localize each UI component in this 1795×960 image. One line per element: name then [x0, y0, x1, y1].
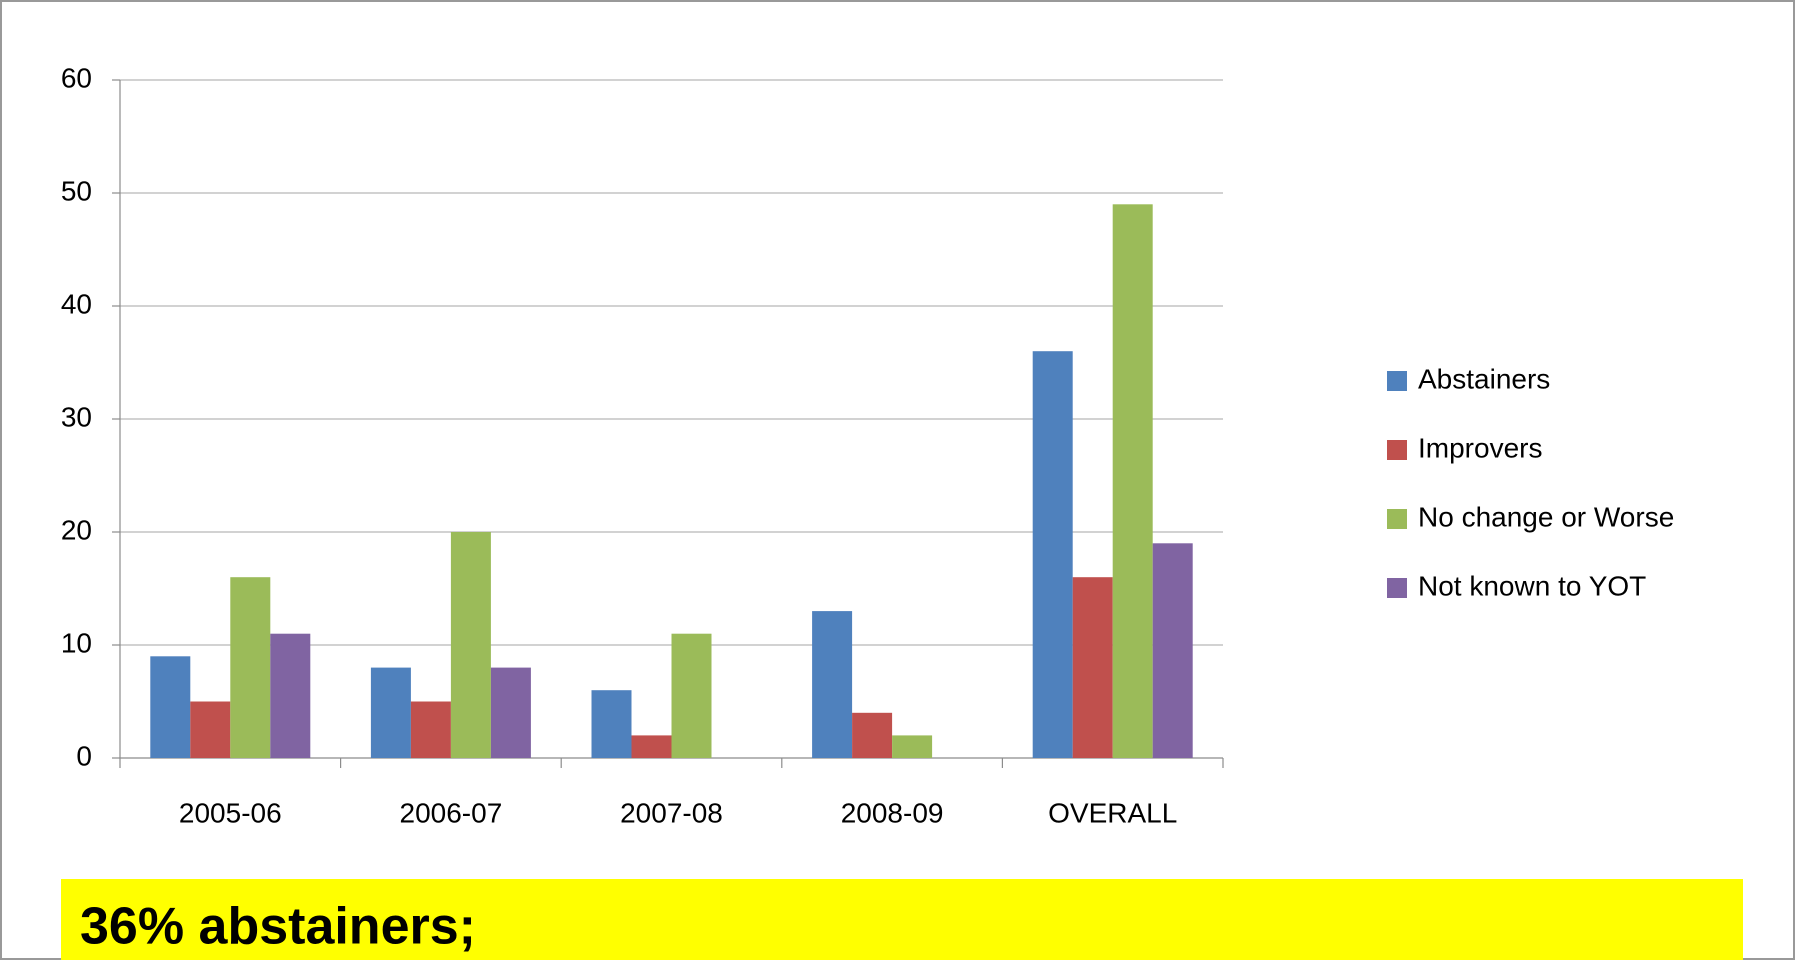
bar [490, 667, 531, 758]
banner [61, 879, 1743, 960]
y-tick-label: 30 [61, 401, 92, 432]
legend-swatch [1387, 509, 1407, 529]
legend-label: Improvers [1418, 432, 1542, 463]
y-tick-label: 50 [61, 175, 92, 206]
y-tick-label: 10 [61, 627, 92, 658]
bar [812, 611, 853, 758]
y-tick-label: 0 [76, 740, 92, 771]
x-tick-label: 2005-06 [179, 797, 282, 828]
legend-label: Abstainers [1418, 363, 1550, 394]
bar [150, 656, 191, 758]
bar [671, 633, 712, 758]
bar [230, 577, 271, 758]
bar [1112, 204, 1153, 759]
bar [190, 701, 231, 758]
bar [370, 667, 411, 758]
x-tick-label: 2008-09 [841, 797, 944, 828]
bar [1152, 543, 1193, 758]
x-tick-label: 2007-08 [620, 797, 723, 828]
legend-swatch [1387, 440, 1407, 460]
bar [270, 633, 311, 758]
legend-swatch [1387, 371, 1407, 391]
legend-label: Not known to YOT [1418, 570, 1646, 601]
y-tick-label: 20 [61, 514, 92, 545]
y-tick-label: 40 [61, 288, 92, 319]
bar [591, 690, 632, 758]
bar [852, 712, 893, 758]
x-tick-label: 2006-07 [400, 797, 503, 828]
y-tick-label: 60 [61, 62, 92, 93]
bar [631, 735, 672, 758]
bar [410, 701, 451, 758]
banner-text: 36% abstainers; [80, 898, 476, 956]
x-tick-label: OVERALL [1048, 797, 1177, 828]
bar [450, 532, 491, 758]
bar [1072, 577, 1113, 758]
legend-swatch [1387, 578, 1407, 598]
bar [892, 735, 933, 758]
bar [1032, 351, 1073, 758]
legend-label: No change or Worse [1418, 501, 1674, 532]
